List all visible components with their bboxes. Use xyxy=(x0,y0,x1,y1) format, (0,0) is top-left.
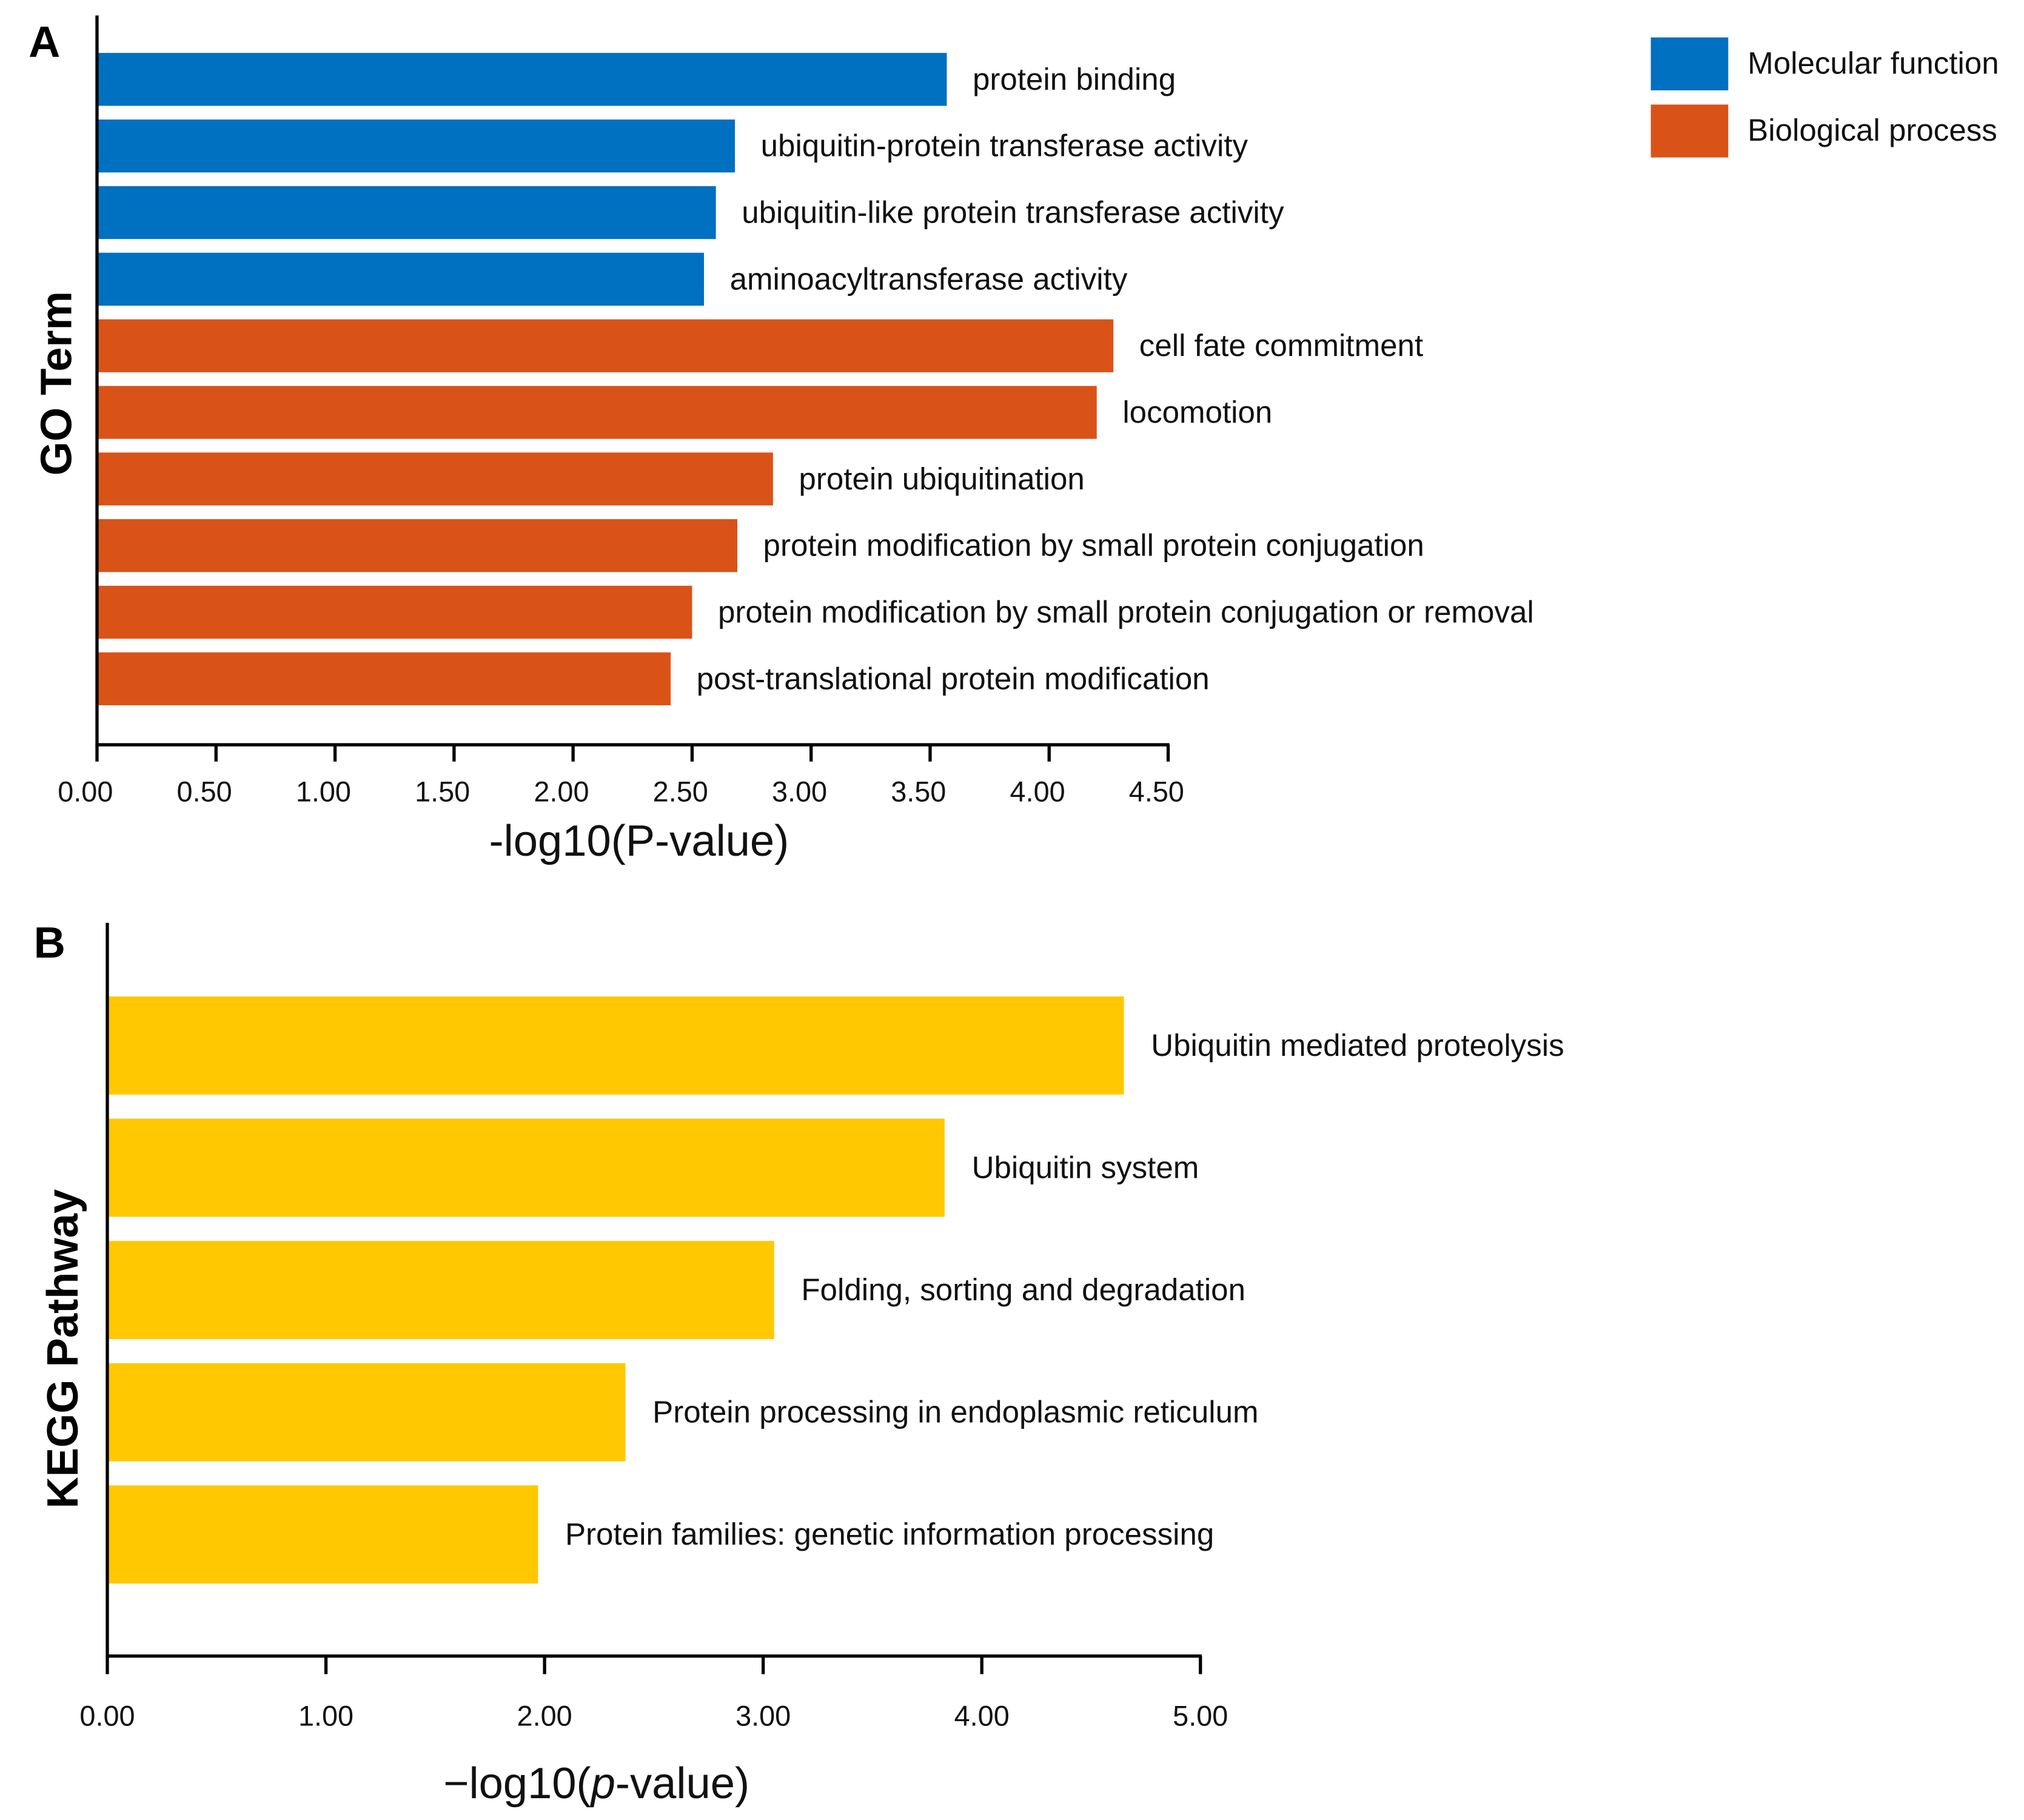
bar-label-kegg-1: Ubiquitin system xyxy=(972,1150,1199,1185)
legend-swatch-molecular-function xyxy=(1650,37,1729,90)
y-axis-title-a: GO Term xyxy=(32,291,81,475)
x-tick-label-a-6: 3.00 xyxy=(772,776,827,808)
x-axis-title-b-part3: -value) xyxy=(615,1759,749,1808)
chart-kegg-pathways: B KEGG Pathway Ubiquitin mediated proteo… xyxy=(34,918,1564,1808)
bar-label-go-3: aminoacyltransferase activity xyxy=(730,261,1128,296)
legend-label-molecular-function: Molecular function xyxy=(1748,45,1999,80)
x-axis-title-a: -log10(P-value) xyxy=(489,816,789,865)
bar-kegg-4 xyxy=(107,1485,538,1584)
bar-label-go-1: ubiquitin-protein transferase activity xyxy=(761,129,1248,163)
x-tick-label-a-3: 1.50 xyxy=(415,776,470,808)
bar-go-7 xyxy=(96,519,737,573)
x-tick-label-b-5: 5.00 xyxy=(1173,1701,1228,1732)
bar-label-go-9: post-translational protein modification xyxy=(697,661,1210,696)
x-tick-label-a-2: 1.00 xyxy=(296,776,351,808)
y-axis-title-b: KEGG Pathway xyxy=(38,1189,87,1509)
bar-label-kegg-4: Protein families: genetic information pr… xyxy=(565,1517,1214,1551)
x-axis-title-b-part2: p xyxy=(590,1759,615,1808)
x-tick-label-a-4: 2.00 xyxy=(534,776,589,808)
x-tick-label-a-8: 4.00 xyxy=(1010,776,1065,808)
bar-label-go-6: protein ubiquitination xyxy=(799,462,1084,496)
bar-go-0 xyxy=(96,53,947,106)
panel-label-a: A xyxy=(28,18,60,67)
bar-go-8 xyxy=(96,585,692,639)
bar-go-9 xyxy=(96,652,671,705)
bar-label-kegg-3: Protein processing in endoplasmic reticu… xyxy=(652,1395,1258,1429)
bar-label-go-0: protein binding xyxy=(973,62,1176,96)
legend-label-biological-process: Biological process xyxy=(1748,113,1997,147)
bar-label-kegg-2: Folding, sorting and degradation xyxy=(801,1272,1245,1307)
bar-label-go-8: protein modification by small protein co… xyxy=(718,595,1534,630)
x-tick-label-a-1: 0.50 xyxy=(177,776,232,808)
panel-label-b: B xyxy=(34,918,65,967)
bar-label-go-7: protein modification by small protein co… xyxy=(763,528,1424,563)
x-tick-label-b-2: 2.00 xyxy=(517,1701,572,1732)
x-axis-title-b: −log10(p-value) xyxy=(443,1759,749,1808)
bar-kegg-0 xyxy=(107,996,1124,1095)
chart-go-terms: A GO Term protein binding ubiquitin-prote… xyxy=(28,15,1999,865)
x-tick-label-b-3: 3.00 xyxy=(736,1701,791,1732)
legend-swatch-biological-process xyxy=(1650,104,1729,158)
x-axis-title-b-part1: −log10( xyxy=(443,1759,591,1808)
bar-kegg-2 xyxy=(107,1241,774,1339)
legend: Molecular function Biological process xyxy=(1650,37,1999,158)
x-tick-label-a-0: 0.00 xyxy=(58,776,113,808)
bar-go-6 xyxy=(96,452,773,506)
bar-go-4 xyxy=(96,319,1114,372)
bar-label-kegg-0: Ubiquitin mediated proteolysis xyxy=(1151,1028,1564,1063)
x-tick-label-b-4: 4.00 xyxy=(954,1701,1010,1732)
bar-kegg-1 xyxy=(107,1118,945,1217)
bar-label-go-2: ubiquitin-like protein transferase activ… xyxy=(742,195,1284,230)
x-tick-label-b-1: 1.00 xyxy=(298,1701,354,1732)
x-tick-label-b-0: 0.00 xyxy=(79,1701,135,1732)
x-tick-label-a-7: 3.50 xyxy=(891,776,946,808)
bar-label-go-4: cell fate commitment xyxy=(1139,328,1423,363)
bar-kegg-3 xyxy=(107,1363,626,1462)
bar-go-5 xyxy=(96,386,1097,439)
bar-go-2 xyxy=(96,186,716,240)
bar-go-3 xyxy=(96,252,705,306)
bar-label-go-5: locomotion xyxy=(1122,395,1272,429)
x-tick-label-a-9: 4.50 xyxy=(1129,776,1184,808)
bar-go-1 xyxy=(96,119,736,173)
x-tick-label-a-5: 2.50 xyxy=(653,776,708,808)
